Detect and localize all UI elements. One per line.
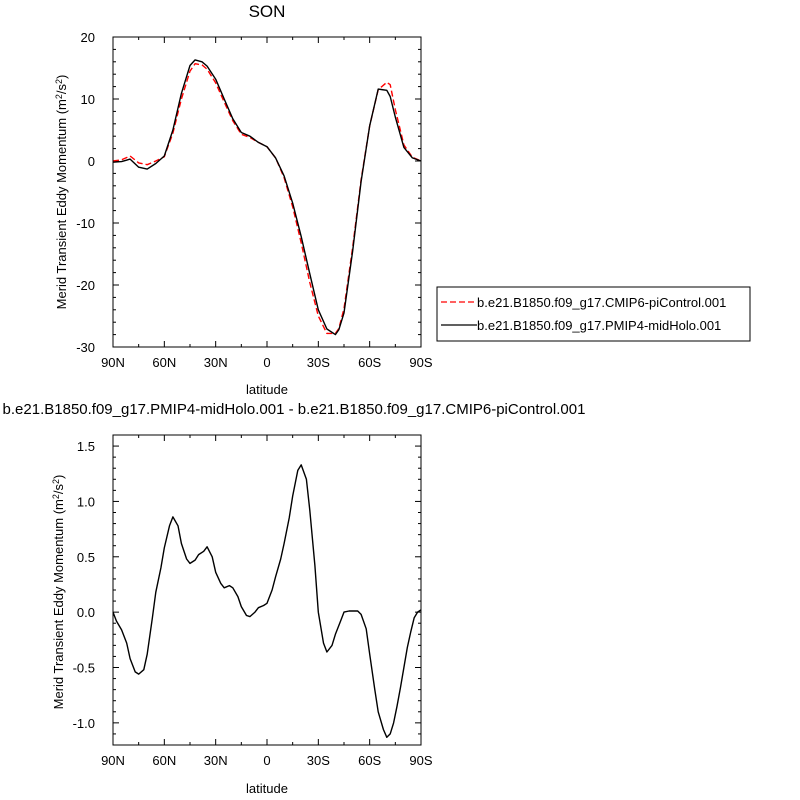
- x-tick-label: 0: [263, 355, 270, 370]
- x-tick-label: 30S: [307, 355, 330, 370]
- legend-label-picontrol: b.e21.B1850.f09_g17.CMIP6-piControl.001: [477, 295, 726, 310]
- y-tick-label: 1.5: [77, 439, 95, 454]
- y-tick-label: -0.5: [73, 661, 95, 676]
- x-axis-label: latitude: [246, 382, 288, 397]
- x-tick-label: 60S: [358, 753, 381, 768]
- bottom-y-tick-labels: 1.5 1.0 0.5 0.0 -0.5 -1.0: [73, 439, 95, 731]
- x-tick-label: 30N: [204, 355, 228, 370]
- x-tick-label: 60S: [358, 355, 381, 370]
- bottom-x-tick-labels: 90N 60N 30N 0 30S 60S 90S: [101, 753, 433, 768]
- legend-box: [436, 286, 751, 342]
- top-panel: SON 90N 60N 30N 0 30S 60S 90S 20 10 0 -10 -20 -30 l…: [54, 2, 751, 397]
- y-tick-label: 0: [88, 154, 95, 169]
- top-plot-frame: [112, 36, 422, 348]
- bottom-panel: b.e21.B1850.f09_g17.PMIP4-midHolo.001 - …: [3, 401, 586, 796]
- y-axis-label: Merid Transient Eddy Momentum (m2/s2): [51, 475, 66, 710]
- x-tick-label: 30S: [307, 753, 330, 768]
- top-series-lines: [112, 59, 422, 336]
- x-tick-label: 60N: [152, 355, 176, 370]
- bottom-axis-ticks: [112, 434, 422, 746]
- series-line-1: [112, 59, 422, 336]
- x-tick-label: 90S: [409, 753, 432, 768]
- chart-title: SON: [249, 2, 286, 21]
- legend-label-midholo: b.e21.B1850.f09_g17.PMIP4-midHolo.001: [477, 318, 721, 333]
- y-axis-label: Merid Transient Eddy Momentum (m2/s2): [54, 75, 69, 310]
- y-tick-label: 0.0: [77, 605, 95, 620]
- top-y-tick-labels: 20 10 0 -10 -20 -30: [76, 30, 95, 355]
- x-tick-label: 30N: [204, 753, 228, 768]
- y-tick-label: 20: [81, 30, 95, 45]
- x-tick-label: 60N: [152, 753, 176, 768]
- difference-chart-title: b.e21.B1850.f09_g17.PMIP4-midHolo.001 - …: [3, 401, 586, 418]
- top-axis-ticks: [112, 36, 422, 348]
- bottom-series-lines: [112, 464, 422, 738]
- x-tick-label: 0: [263, 753, 270, 768]
- y-tick-label: 1.0: [77, 494, 95, 509]
- y-tick-label: -20: [76, 278, 95, 293]
- x-tick-label: 90N: [101, 753, 125, 768]
- series-line-0: [112, 464, 422, 738]
- y-tick-label: -1.0: [73, 716, 95, 731]
- y-tick-label: -10: [76, 216, 95, 231]
- top-x-tick-labels: 90N 60N 30N 0 30S 60S 90S: [101, 355, 433, 370]
- y-tick-label: -30: [76, 340, 95, 355]
- bottom-plot-frame: [112, 434, 422, 746]
- x-tick-label: 90N: [101, 355, 125, 370]
- x-axis-label: latitude: [246, 781, 288, 796]
- y-tick-label: 10: [81, 92, 95, 107]
- legend: b.e21.B1850.f09_g17.CMIP6-piControl.001 …: [436, 286, 751, 342]
- y-tick-label: 0.5: [77, 550, 95, 565]
- x-tick-label: 90S: [409, 355, 432, 370]
